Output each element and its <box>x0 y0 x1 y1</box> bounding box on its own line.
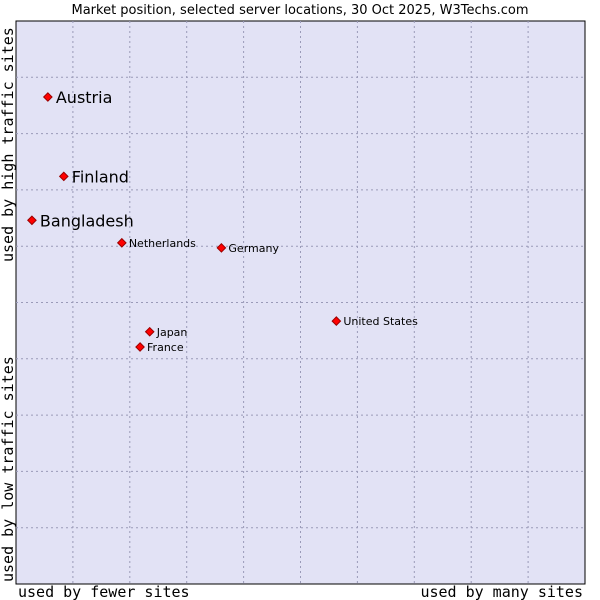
data-point-finland: Finland <box>58 167 129 186</box>
data-point-germany: Germany <box>216 242 279 255</box>
y-axis-label-bottom: used by low traffic sites <box>0 356 17 582</box>
point-label-germany: Germany <box>228 242 279 255</box>
point-label-france: France <box>147 341 184 354</box>
data-point-bangladesh: Bangladesh <box>27 211 134 230</box>
point-label-bangladesh: Bangladesh <box>40 211 134 230</box>
marker-united-states <box>331 316 342 326</box>
point-label-japan: Japan <box>156 326 188 339</box>
point-label-united-states: United States <box>343 315 418 328</box>
chart-title: Market position, selected server locatio… <box>71 3 528 18</box>
marker-finland <box>58 171 69 182</box>
marker-france <box>135 342 145 352</box>
marker-netherlands <box>116 237 127 248</box>
point-label-netherlands: Netherlands <box>129 237 196 250</box>
x-axis-label-left: used by fewer sites <box>18 583 190 600</box>
y-axis-label-top: used by high traffic sites <box>0 27 17 262</box>
grid-lines <box>16 21 585 584</box>
point-label-finland: Finland <box>72 167 129 186</box>
data-point-austria: Austria <box>42 88 113 107</box>
data-point-france: France <box>135 341 184 354</box>
marker-germany <box>216 242 227 253</box>
marker-japan <box>144 326 155 337</box>
data-point-japan: Japan <box>144 326 188 339</box>
marker-bangladesh <box>27 215 37 226</box>
point-label-austria: Austria <box>56 88 113 107</box>
data-point-united-states: United States <box>331 315 418 328</box>
data-point-netherlands: Netherlands <box>116 237 196 250</box>
data-points: Austria Finland Bangladesh Netherlands Germa… <box>27 88 418 354</box>
marker-austria <box>42 92 53 102</box>
x-axis-label-right: used by many sites <box>420 583 583 600</box>
